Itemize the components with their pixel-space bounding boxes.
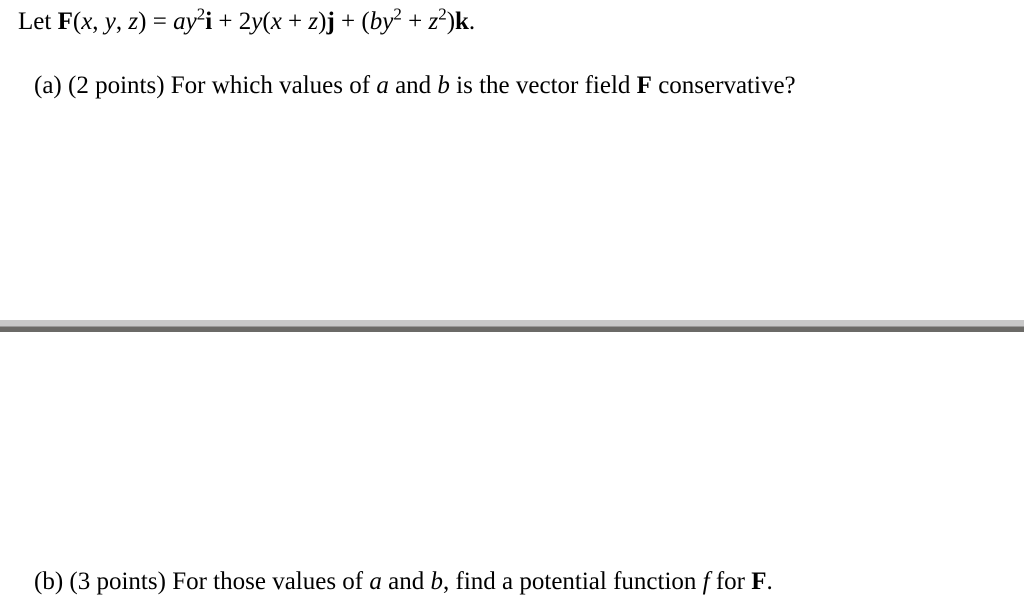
unit-k: k bbox=[455, 8, 469, 35]
part-b-F: F bbox=[751, 568, 766, 595]
part-a-text4: conservative? bbox=[652, 72, 796, 99]
part-a-text3: is the vector field bbox=[450, 72, 637, 99]
part-b-text1: For those values of bbox=[172, 568, 369, 595]
comma1: , bbox=[92, 8, 105, 35]
part-b-text4: for bbox=[710, 568, 752, 595]
part-b-period: . bbox=[767, 568, 773, 595]
part-a-label: (a) bbox=[34, 72, 62, 99]
plus-open2: + ( bbox=[335, 8, 370, 35]
part-b-a: a bbox=[369, 568, 382, 595]
vector-F: F bbox=[58, 8, 73, 35]
var-z: z bbox=[128, 8, 138, 35]
part-a: (a) (2 points) For which values of a and… bbox=[18, 72, 1006, 100]
plus-2: + 2 bbox=[212, 8, 251, 35]
part-b-points: (3 points) bbox=[63, 568, 172, 595]
part-a-text1: For which values of bbox=[171, 72, 377, 99]
var-z2: z bbox=[308, 8, 318, 35]
plus-in: + bbox=[282, 8, 309, 35]
part-b-text2: and bbox=[382, 568, 431, 595]
close2: ) bbox=[447, 8, 455, 35]
plus3: + bbox=[402, 8, 429, 35]
var-x: x bbox=[81, 8, 92, 35]
part-a-text2: and bbox=[389, 72, 438, 99]
exp-2b: 2 bbox=[393, 5, 402, 24]
intro-let: Let bbox=[18, 8, 58, 35]
var-y: y bbox=[105, 8, 116, 35]
var-x2: x bbox=[271, 8, 282, 35]
part-a-b: b bbox=[437, 72, 450, 99]
part-b-f: f bbox=[703, 568, 710, 595]
exp-2a: 2 bbox=[197, 5, 206, 24]
args-open: ( bbox=[73, 8, 81, 35]
comma2: , bbox=[116, 8, 129, 35]
section-divider bbox=[0, 320, 1024, 332]
part-b-b: b bbox=[431, 568, 444, 595]
part-b-label: (b) bbox=[34, 568, 63, 595]
coef-a: a bbox=[173, 8, 186, 35]
exp-2c: 2 bbox=[438, 5, 447, 24]
part-b-text3: , find a potential function bbox=[443, 568, 703, 595]
part-b: (b) (3 points) For those values of a and… bbox=[18, 568, 1006, 596]
unit-j: j bbox=[326, 8, 334, 35]
problem-intro: Let F(x, y, z) = ay2i + 2y(x + z)j + (by… bbox=[18, 8, 1006, 36]
part-a-a: a bbox=[376, 72, 389, 99]
var-y3: y bbox=[251, 8, 262, 35]
part-a-points: (2 points) bbox=[62, 72, 171, 99]
var-z3: z bbox=[428, 8, 438, 35]
part-a-F: F bbox=[637, 72, 652, 99]
var-y4: y bbox=[382, 8, 393, 35]
args-close-eq: ) = bbox=[138, 8, 173, 35]
coef-b: b bbox=[370, 8, 383, 35]
var-y2: y bbox=[186, 8, 197, 35]
period1: . bbox=[469, 8, 475, 35]
paren-open: ( bbox=[262, 8, 270, 35]
